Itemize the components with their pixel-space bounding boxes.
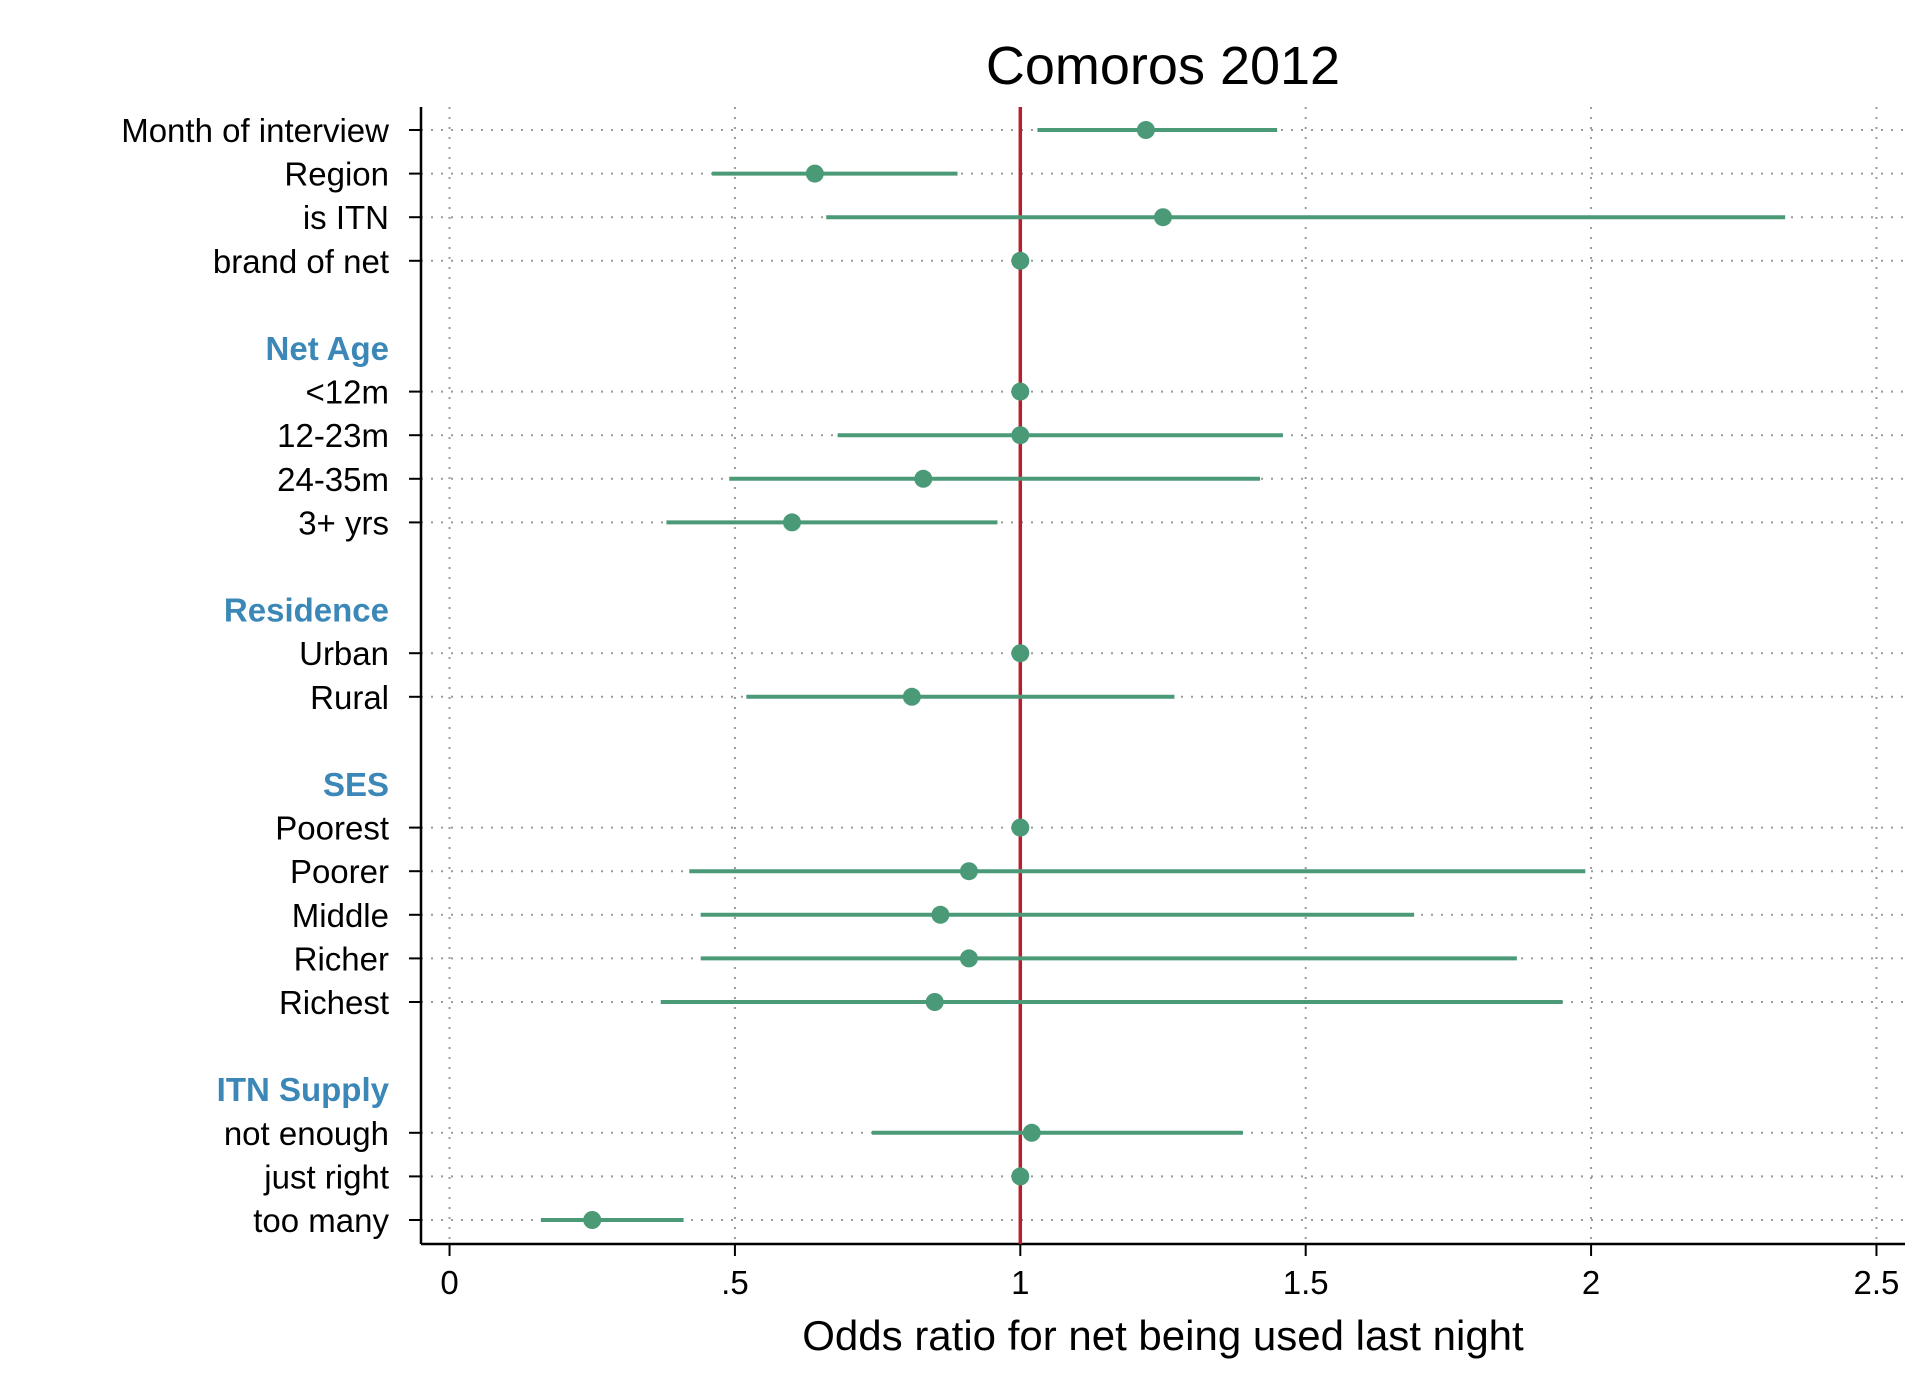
y-tick-label: Poorest [275, 810, 389, 847]
point-layer [583, 121, 1172, 1229]
group-label: Net Age [266, 330, 389, 367]
y-tick-label: Richest [279, 984, 389, 1021]
y-tick-label: Rural [310, 679, 389, 716]
y-tick-label: Region [284, 156, 389, 193]
odds-ratio-point [1011, 818, 1030, 837]
odds-ratio-point [1011, 251, 1030, 270]
group-label: ITN Supply [217, 1071, 390, 1108]
y-tick-label: Month of interview [121, 112, 389, 149]
odds-ratio-point [902, 687, 921, 706]
odds-ratio-point [1154, 208, 1172, 227]
odds-ratio-point [914, 469, 933, 488]
odds-ratio-point [1011, 1167, 1030, 1186]
odds-ratio-point [805, 164, 824, 183]
odds-ratio-point [1011, 644, 1030, 663]
odds-ratio-point [925, 993, 944, 1011]
group-label: SES [323, 766, 389, 803]
odds-ratio-point [959, 949, 978, 968]
grid-layer [421, 107, 1905, 1244]
y-tick-label: Poorer [290, 853, 389, 890]
odds-ratio-point [931, 905, 950, 924]
odds-ratio-point [959, 862, 978, 881]
odds-ratio-point [1022, 1123, 1041, 1142]
odds-ratio-point [783, 513, 801, 532]
y-tick-label: brand of net [213, 243, 389, 280]
y-tick-label: Urban [299, 635, 389, 672]
y-tick-label: 24-35m [277, 461, 389, 498]
y-tick-label: Middle [292, 897, 389, 934]
odds-ratio-point [1136, 121, 1155, 139]
y-tick-label: not enough [224, 1115, 389, 1152]
axes-layer [409, 107, 1905, 1256]
x-tick-label: 1 [1011, 1264, 1029, 1301]
x-axis-title: Odds ratio for net being used last night [802, 1312, 1524, 1359]
x-tick-label: .5 [721, 1264, 749, 1301]
y-tick-label: Richer [294, 940, 389, 977]
x-tick-label: 2 [1582, 1264, 1600, 1301]
y-tick-label: <12m [306, 374, 389, 411]
odds-ratio-point [1011, 382, 1030, 401]
odds-ratio-point [583, 1211, 602, 1229]
group-label: Residence [224, 592, 389, 629]
y-tick-label: 3+ yrs [298, 504, 389, 541]
odds-ratio-point [1011, 426, 1030, 445]
y-tick-label: just right [263, 1158, 389, 1195]
label-layer: 0 .5 1 1.5 2 2.5 Month of interview Region is IT… [121, 112, 1899, 1301]
y-tick-label: too many [253, 1202, 389, 1239]
x-tick-label: 1.5 [1283, 1264, 1329, 1301]
x-tick-label: 0 [440, 1264, 458, 1301]
x-tick-label: 2.5 [1854, 1264, 1900, 1301]
confidence-interval-layer [540, 128, 1786, 1222]
chart-title: Comoros 2012 [986, 36, 1340, 96]
y-tick-label: is ITN [303, 199, 389, 236]
y-tick-label: 12-23m [277, 417, 389, 454]
